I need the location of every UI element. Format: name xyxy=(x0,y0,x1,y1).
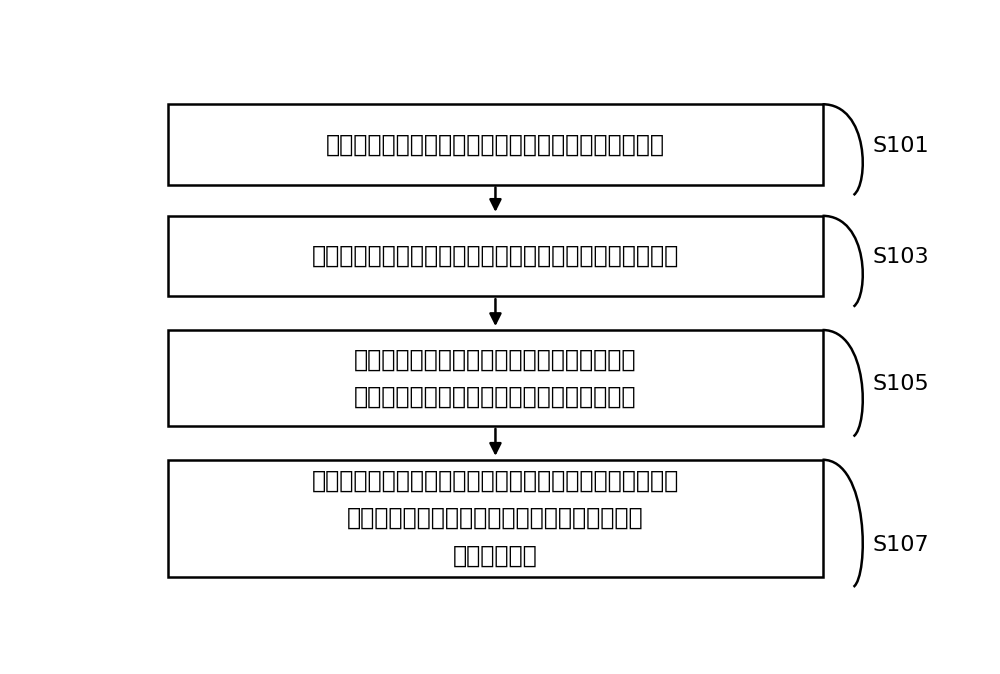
Text: 获取目标页面的显示组件中各个子组件的组件展示高度: 获取目标页面的显示组件中各个子组件的组件展示高度 xyxy=(326,133,665,156)
Text: S103: S103 xyxy=(873,247,930,268)
Text: 基于所述第一子组件在所述显示组件中的组件
位置，确定所述各个子组件中的待调整子组件: 基于所述第一子组件在所述显示组件中的组件 位置，确定所述各个子组件中的待调整子组… xyxy=(354,347,636,408)
Text: S107: S107 xyxy=(873,535,930,555)
Bar xyxy=(168,330,822,426)
Bar xyxy=(168,216,822,297)
Bar xyxy=(168,104,822,185)
Text: S105: S105 xyxy=(873,375,930,394)
Text: 确定所述第一子组件的组件更新高度，并通过所述组件更新
高度调整所述待调整子组件在所述显示组件中的
组件展示位置: 确定所述第一子组件的组件更新高度，并通过所述组件更新 高度调整所述待调整子组件在… xyxy=(311,469,679,568)
Text: S101: S101 xyxy=(873,135,930,156)
Text: 监听所述各个子组件中组件展示高度发生变化的第一子组件: 监听所述各个子组件中组件展示高度发生变化的第一子组件 xyxy=(311,244,679,268)
Bar xyxy=(168,460,822,576)
